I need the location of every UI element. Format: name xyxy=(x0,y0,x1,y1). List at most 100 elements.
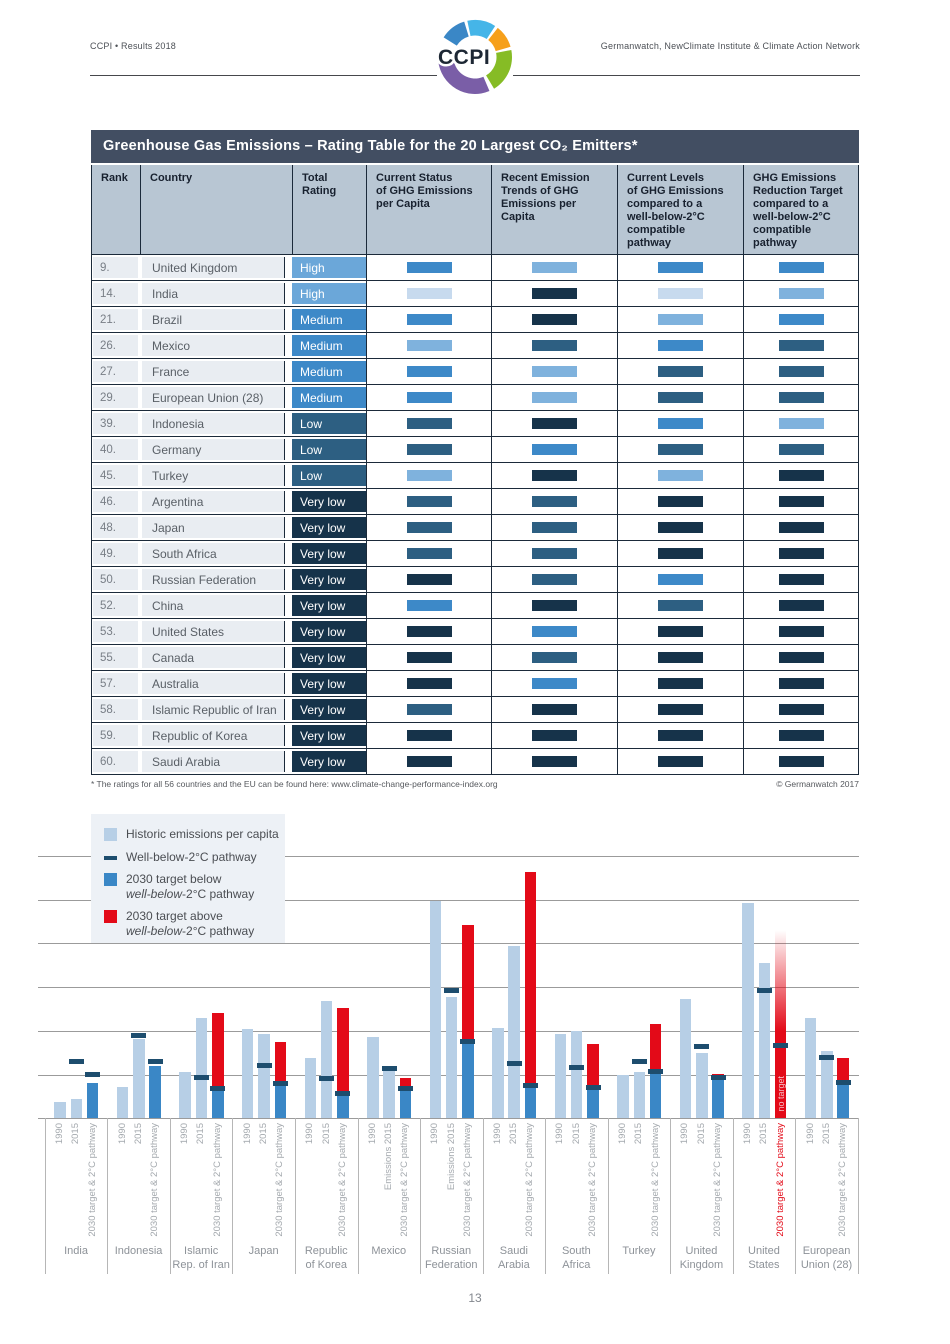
bar-label-2030: 2030 target & 2°C pathway xyxy=(587,1123,598,1237)
bar-label-2015: 2015 xyxy=(508,1123,520,1145)
rank-cell: 49. xyxy=(92,541,140,566)
legend-swatch-target_above xyxy=(104,910,117,923)
logo-segment-light_blue xyxy=(467,20,496,39)
pathway-dash-2015 xyxy=(319,1075,334,1081)
bar-label-1990: 1990 xyxy=(366,1123,378,1145)
header-rule-right xyxy=(513,75,860,76)
column-header: Total Rating xyxy=(292,165,366,254)
indicator-bar xyxy=(658,392,703,403)
pathway-dash-2030 xyxy=(460,1039,476,1044)
pathway-dash-2030 xyxy=(272,1081,288,1087)
bar-target-below xyxy=(837,1084,849,1118)
rank-value: 27. xyxy=(93,361,138,382)
current-status-cell xyxy=(366,541,491,566)
indicator-bar xyxy=(532,314,577,325)
group-divider xyxy=(44,1118,46,1274)
indicator-bar xyxy=(406,574,452,585)
indicator-bar xyxy=(778,366,824,377)
indicator-bar xyxy=(658,600,703,611)
bar-historic-2015 xyxy=(195,1018,208,1118)
rating-cell: Very low xyxy=(292,749,366,774)
current-status-cell xyxy=(366,463,491,488)
current-status-cell xyxy=(366,333,491,358)
bar-label-1990: 1990 xyxy=(179,1123,191,1145)
country-cell: India xyxy=(140,281,292,306)
emission-trends-cell xyxy=(491,619,617,644)
legend-label: Well-below-2°C pathway xyxy=(126,849,257,864)
table-row: 48. Japan Very low xyxy=(91,515,859,541)
country-cell: Brazil xyxy=(140,307,292,332)
rating-badge: Very low xyxy=(292,751,366,772)
pathway-dash-2015 xyxy=(444,987,460,993)
rating-cell: High xyxy=(292,255,366,280)
country-cell: China xyxy=(140,593,292,618)
country-cell: Saudi Arabia xyxy=(140,749,292,774)
country-label: Islamic Rep. of Iran xyxy=(172,1245,230,1271)
emission-trends-cell xyxy=(491,385,617,410)
bar-historic-2015 xyxy=(445,997,458,1118)
country-name: Saudi Arabia xyxy=(142,751,285,772)
country-label: United States xyxy=(748,1245,780,1271)
rating-cell: Very low xyxy=(292,697,366,722)
indicator-bar xyxy=(658,704,703,715)
bar-label-1990: 1990 xyxy=(304,1123,316,1145)
indicator-bar xyxy=(406,314,452,325)
bar-historic-2015 xyxy=(633,1072,645,1118)
bar-historic-1990 xyxy=(241,1029,254,1118)
country-name: Indonesia xyxy=(142,413,285,434)
indicator-bar xyxy=(658,574,703,585)
table-row: 26. Mexico Medium xyxy=(91,333,859,359)
rank-cell: 40. xyxy=(92,437,140,462)
gridline xyxy=(38,856,859,857)
indicator-bar xyxy=(532,496,577,507)
emission-trends-cell xyxy=(491,567,617,592)
country-name: Canada xyxy=(142,647,285,668)
current-levels-cell xyxy=(617,723,743,748)
logo-segment-blue xyxy=(443,21,469,46)
rating-cell: Very low xyxy=(292,541,366,566)
bar-label-1990: 1990 xyxy=(554,1123,566,1145)
current-levels-cell xyxy=(617,593,743,618)
bar-label-2030: 2030 target & 2°C pathway xyxy=(274,1123,286,1237)
bar-label-2030: 2030 target & 2°C pathway xyxy=(837,1123,849,1237)
indicator-bar xyxy=(406,626,452,637)
rank-value: 29. xyxy=(93,387,138,408)
reduction-target-cell xyxy=(743,515,858,540)
current-levels-cell xyxy=(617,437,743,462)
rating-cell: Medium xyxy=(292,359,366,384)
country-name: Republic of Korea xyxy=(142,725,285,746)
country-name: China xyxy=(142,595,285,616)
indicator-bar xyxy=(658,652,703,663)
bar-historic-1990 xyxy=(54,1101,66,1118)
logo-segment-green xyxy=(486,49,512,89)
emission-trends-cell xyxy=(491,281,617,306)
table-row: 58. Islamic Republic of Iran Very low xyxy=(91,697,859,723)
bar-label-2015: 2015 xyxy=(320,1123,332,1145)
country-cell: Argentina xyxy=(140,489,292,514)
reduction-target-cell xyxy=(743,255,858,280)
country-cell: Indonesia xyxy=(140,411,292,436)
legend-item: Historic emissions per capita xyxy=(104,827,285,842)
country-label: South Africa xyxy=(561,1245,591,1271)
bar-target-below xyxy=(524,1087,537,1118)
bar-historic-2015 xyxy=(70,1099,83,1118)
rank-cell: 50. xyxy=(92,567,140,592)
indicator-bar xyxy=(658,288,703,299)
indicator-bar xyxy=(532,704,577,715)
rating-badge: Low xyxy=(292,413,366,434)
bar-target-above xyxy=(212,1013,224,1091)
rank-value: 50. xyxy=(93,569,138,590)
bar-historic-2015 xyxy=(383,1069,395,1118)
rating-badge: Very low xyxy=(292,569,366,590)
indicator-bar xyxy=(406,340,452,351)
rank-cell: 57. xyxy=(92,671,140,696)
rank-value: 14. xyxy=(93,283,138,304)
bar-target-above xyxy=(399,1078,412,1091)
rank-value: 39. xyxy=(93,413,138,434)
bar-historic-2015 xyxy=(696,1053,708,1118)
current-levels-cell xyxy=(617,385,743,410)
bar-historic-2015 xyxy=(133,1038,145,1118)
current-status-cell xyxy=(366,411,491,436)
country-name: Germany xyxy=(142,439,285,460)
header-rule-left xyxy=(90,75,437,76)
